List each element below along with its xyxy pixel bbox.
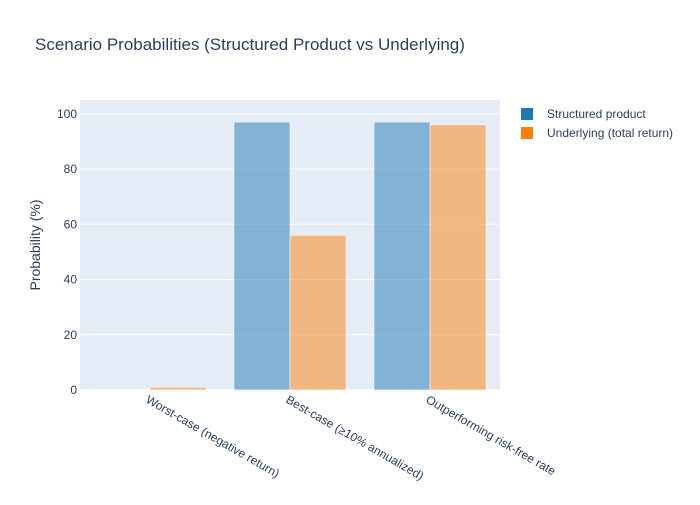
bars: [149, 121, 487, 391]
bar-underlying-2[interactable]: [429, 124, 487, 391]
y-tick-label: 80: [64, 162, 78, 176]
chart-title: Scenario Probabilities (Structured Produ…: [35, 35, 465, 54]
bar-structured-2[interactable]: [373, 121, 431, 391]
x-tick-label: Outperforming risk-free rate: [424, 392, 559, 478]
legend-label-1[interactable]: Underlying (total return): [547, 126, 673, 140]
y-tick-label: 20: [64, 328, 78, 342]
legend-swatch-1[interactable]: [521, 127, 533, 139]
y-axis-ticks: 0 20 40 60 80 100: [57, 107, 77, 397]
y-tick-label: 40: [64, 273, 78, 287]
x-tick-label: Best-case (≥10% annualized): [284, 392, 427, 482]
legend[interactable]: Structured product Underlying (total retu…: [521, 107, 673, 140]
y-tick-label: 0: [70, 383, 77, 397]
legend-label-0[interactable]: Structured product: [547, 107, 646, 121]
x-tick-label: Worst-case (negative return): [144, 392, 283, 480]
y-tick-label: 100: [57, 107, 77, 121]
y-axis-label: Probability (%): [27, 199, 43, 290]
y-tick-label: 60: [64, 217, 78, 231]
legend-swatch-0[interactable]: [521, 108, 533, 120]
bar-underlying-0[interactable]: [149, 386, 207, 391]
bar-structured-1[interactable]: [233, 121, 291, 391]
x-axis-ticks: Worst-case (negative return) Best-case (≥…: [144, 392, 559, 482]
bar-underlying-1[interactable]: [289, 235, 347, 391]
